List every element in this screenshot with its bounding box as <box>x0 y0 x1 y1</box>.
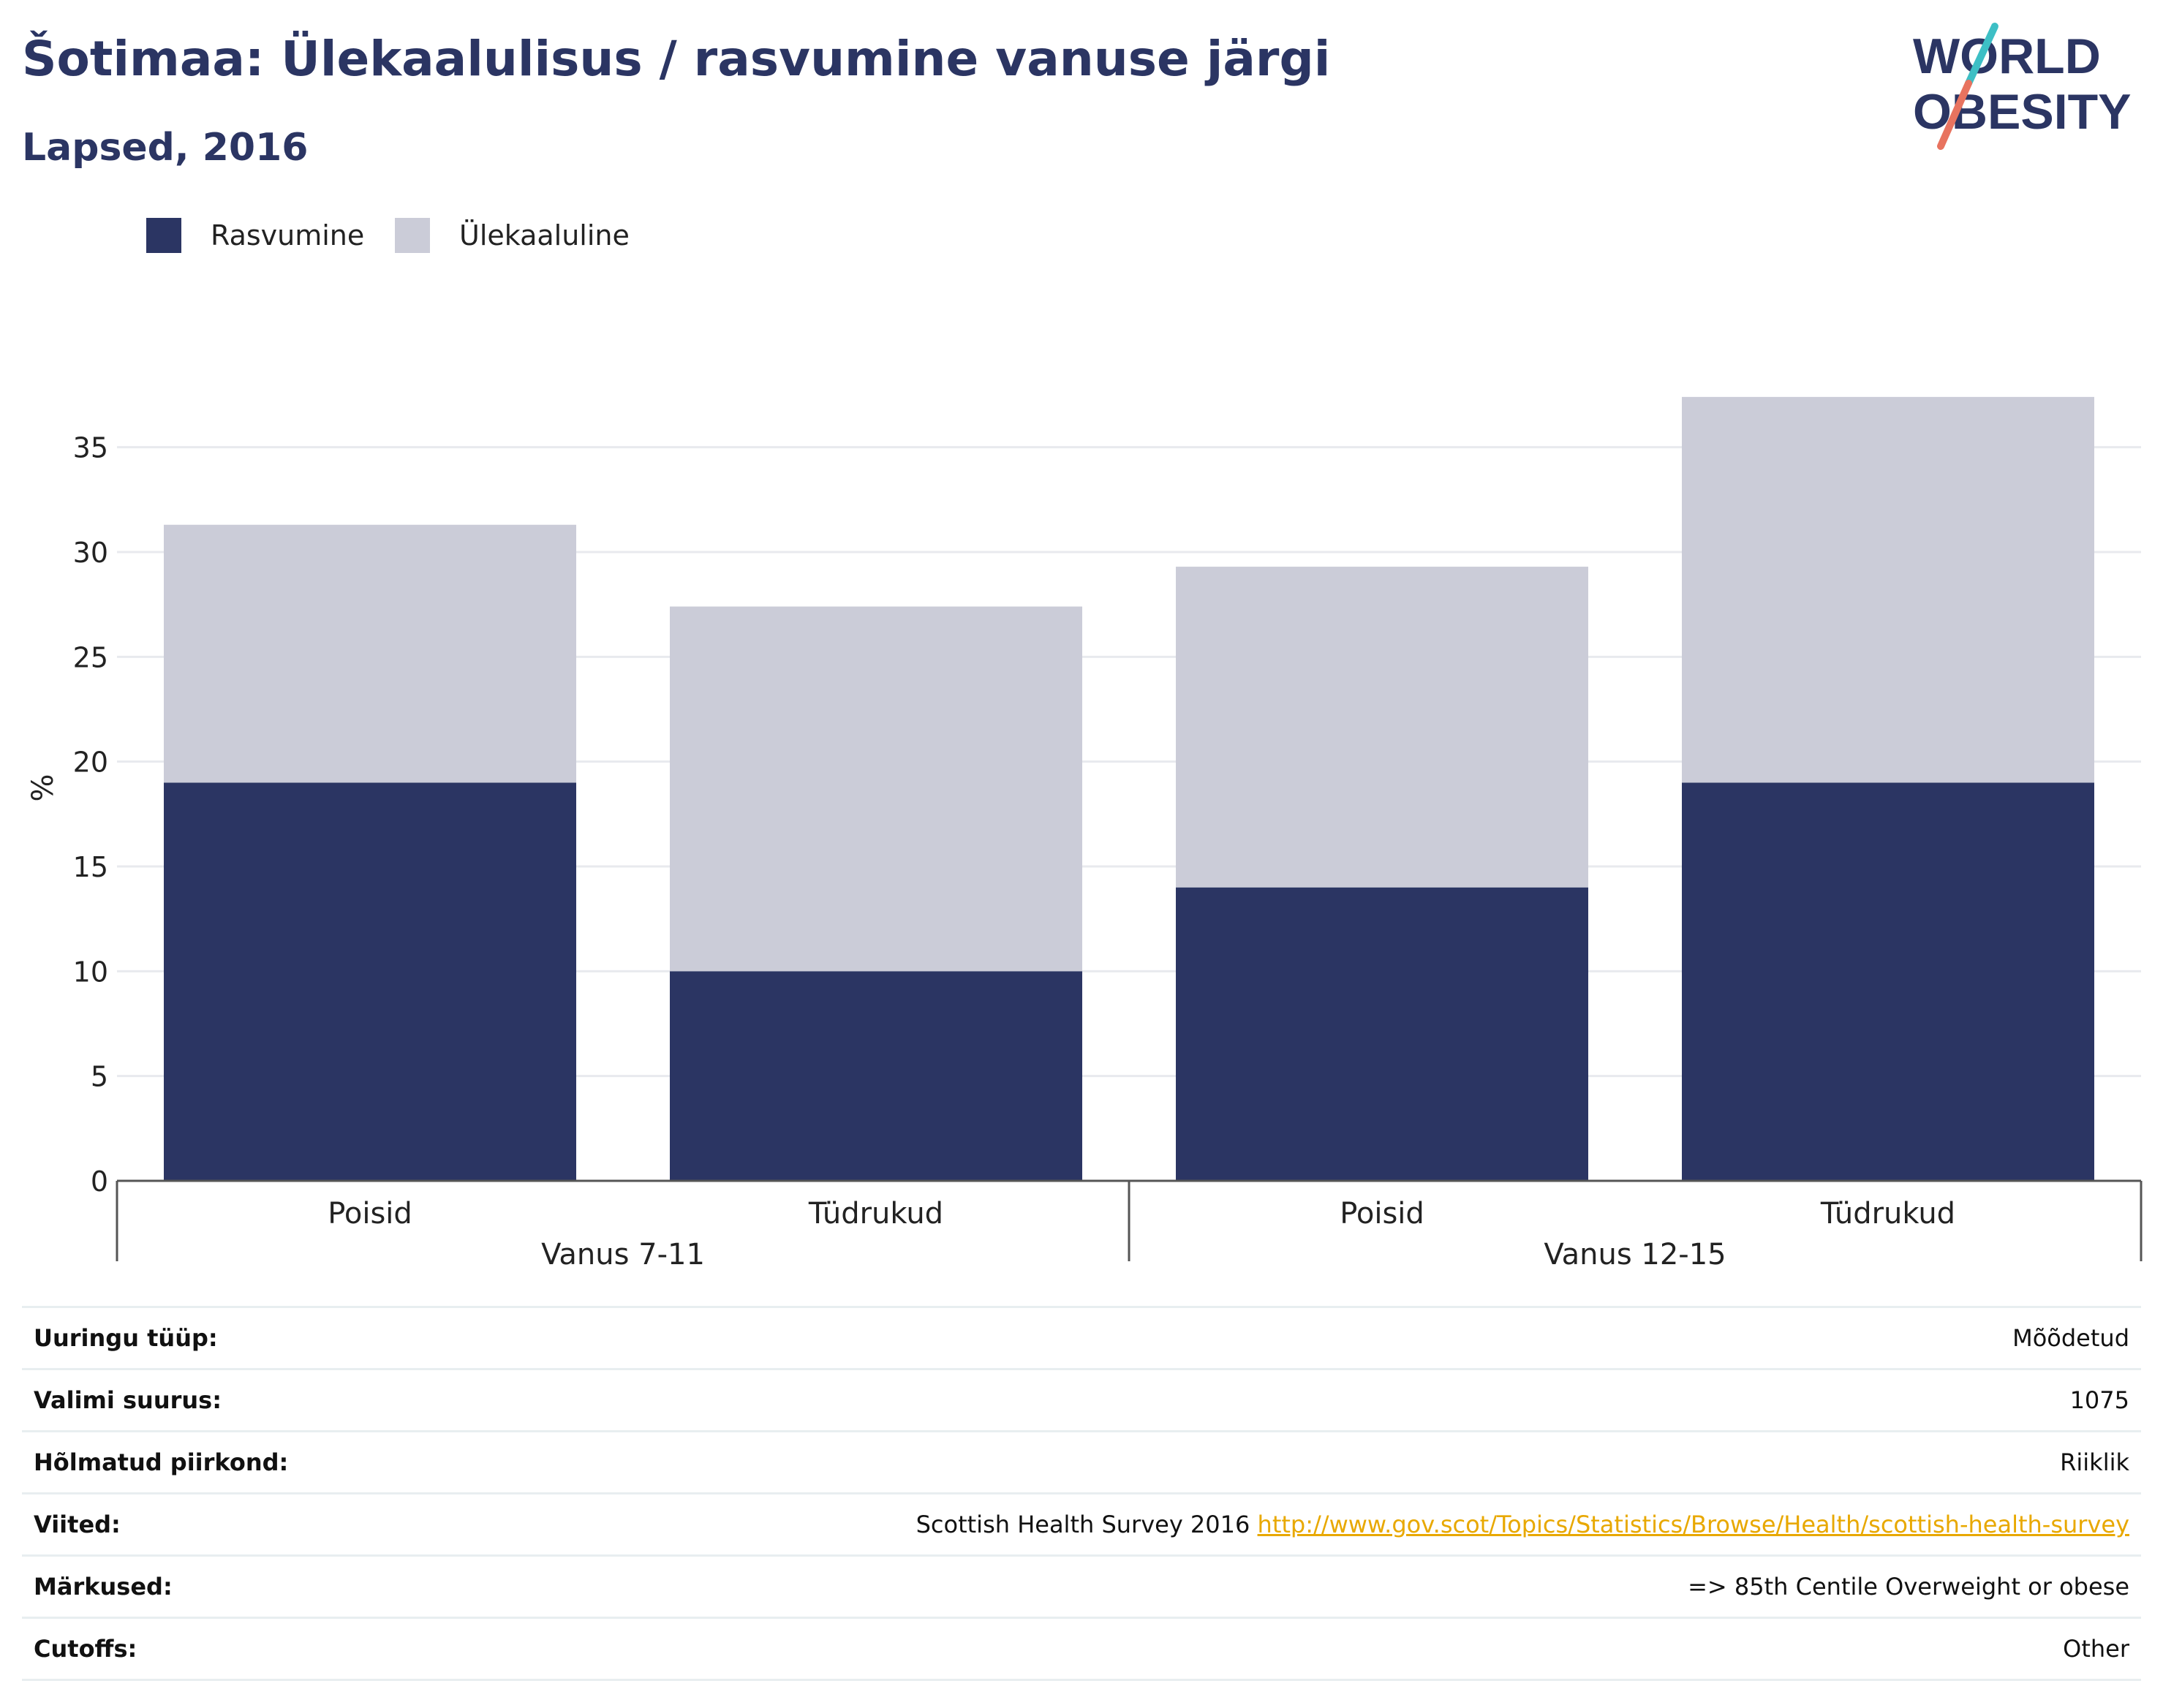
info-row-references: Viited: Scottish Health Survey 2016 http… <box>22 1492 2141 1554</box>
y-tick-label: 15 <box>73 851 108 883</box>
reference-link[interactable]: http://www.gov.scot/Topics/Statistics/Br… <box>1257 1511 2129 1538</box>
legend-swatch-overweight <box>395 218 430 253</box>
info-key: Märkused: <box>34 1573 173 1601</box>
info-value-reference: Scottish Health Survey 2016 http://www.g… <box>916 1511 2129 1538</box>
bar-overweight <box>164 524 576 783</box>
logo-text-world: WORLD <box>1913 29 2101 84</box>
info-row-cutoffs: Cutoffs: Other <box>22 1617 2141 1681</box>
info-key: Valimi suurus: <box>34 1386 222 1414</box>
legend-swatch-obesity <box>146 218 181 253</box>
y-tick-label: 10 <box>73 956 108 988</box>
stacked-bar-chart: 0 5 10 15 20 25 30 35% Poisid Tüdrukud Poisid Tüdru… <box>26 396 2143 1271</box>
bar-obesity <box>670 971 1082 1181</box>
y-tick-label: 35 <box>73 432 108 464</box>
logo-slash-teal <box>1965 23 1998 87</box>
info-value: Riiklik <box>2060 1448 2129 1476</box>
info-row-sample-size: Valimi suurus: 1075 <box>22 1368 2141 1430</box>
x-category-label: Poisid <box>1340 1197 1424 1231</box>
info-value: Other <box>2063 1635 2129 1663</box>
info-row-notes: Märkused: => 85th Centile Overweight or … <box>22 1554 2141 1617</box>
survey-info-table: Uuringu tüüp: Mõõdetud Valimi suurus: 10… <box>22 1306 2141 1681</box>
chart-subtitle: Lapsed, 2016 <box>22 126 309 170</box>
y-axis-label: % <box>26 774 60 801</box>
x-group-label: Vanus 7-11 <box>541 1238 705 1271</box>
bar-overweight <box>670 606 1082 972</box>
bar-overweight <box>1176 567 1588 888</box>
bar-obesity <box>164 782 576 1181</box>
legend-label-obesity: Rasvumine <box>211 219 365 252</box>
y-tick-label: 0 <box>91 1165 108 1198</box>
info-key: Hõlmatud piirkond: <box>34 1448 289 1476</box>
info-key: Uuringu tüüp: <box>34 1324 218 1352</box>
y-tick-label: 30 <box>73 537 108 569</box>
logo-slash-coral <box>1937 80 1972 150</box>
bar-obesity <box>1682 782 2094 1181</box>
x-category-label: Poisid <box>328 1197 412 1231</box>
info-value: Mõõdetud <box>2012 1324 2129 1352</box>
y-tick-label: 25 <box>73 641 108 673</box>
world-obesity-logo: WORLD OBESITY <box>1913 23 2132 150</box>
x-category-label: Tüdrukud <box>1820 1197 1955 1231</box>
bar-obesity <box>1176 887 1588 1181</box>
info-key: Cutoffs: <box>34 1635 137 1663</box>
x-group-label: Vanus 12-15 <box>1544 1238 1726 1271</box>
chart-title: Šotimaa: Ülekaalulisus / rasvumine vanus… <box>22 31 1331 87</box>
info-value: => 85th Centile Overweight or obese <box>1688 1573 2129 1601</box>
info-row-area-covered: Hõlmatud piirkond: Riiklik <box>22 1430 2141 1492</box>
info-value: 1075 <box>2069 1386 2129 1414</box>
y-tick-label: 5 <box>91 1061 108 1093</box>
legend-label-overweight: Ülekaaluline <box>459 219 630 252</box>
x-category-label: Tüdrukud <box>808 1197 943 1231</box>
bar-overweight <box>1682 396 2094 783</box>
y-tick-label: 20 <box>73 747 108 779</box>
info-key: Viited: <box>34 1511 121 1538</box>
info-row-survey-type: Uuringu tüüp: Mõõdetud <box>22 1306 2141 1368</box>
reference-text: Scottish Health Survey 2016 <box>916 1511 1250 1538</box>
